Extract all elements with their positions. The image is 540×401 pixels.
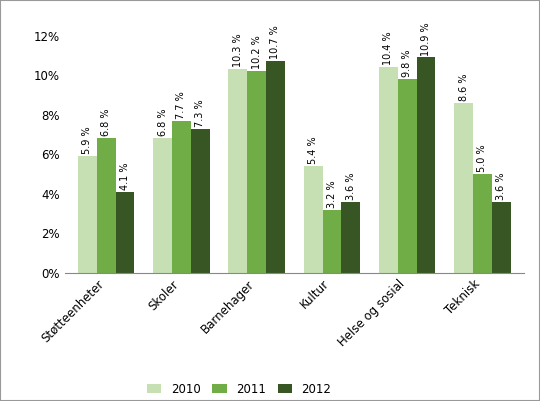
Bar — [116, 192, 134, 273]
Bar — [191, 129, 210, 273]
Bar — [266, 61, 285, 273]
Text: 10.9 %: 10.9 % — [421, 22, 431, 55]
Bar — [228, 69, 247, 273]
Text: 5.9 %: 5.9 % — [83, 127, 92, 154]
Bar — [322, 209, 341, 273]
Bar — [416, 57, 435, 273]
Text: 6.8 %: 6.8 % — [101, 109, 111, 136]
Text: 4.1 %: 4.1 % — [120, 162, 130, 190]
Text: 5.4 %: 5.4 % — [308, 136, 318, 164]
Bar — [247, 71, 266, 273]
Bar — [379, 67, 398, 273]
Text: 3.2 %: 3.2 % — [327, 180, 337, 208]
Bar — [398, 79, 416, 273]
Text: 7.7 %: 7.7 % — [177, 91, 186, 119]
Text: 6.8 %: 6.8 % — [158, 109, 167, 136]
Bar — [341, 202, 360, 273]
Text: 10.4 %: 10.4 % — [383, 32, 393, 65]
Text: 9.8 %: 9.8 % — [402, 50, 412, 77]
Bar — [172, 121, 191, 273]
Bar — [454, 103, 473, 273]
Bar — [78, 156, 97, 273]
Bar — [473, 174, 492, 273]
Text: 8.6 %: 8.6 % — [458, 73, 469, 101]
Text: 10.7 %: 10.7 % — [271, 26, 280, 59]
Bar — [303, 166, 322, 273]
Legend: 2010, 2011, 2012: 2010, 2011, 2012 — [143, 378, 336, 400]
Bar — [492, 202, 511, 273]
Text: 3.6 %: 3.6 % — [496, 172, 506, 200]
Text: 5.0 %: 5.0 % — [477, 144, 488, 172]
Text: 10.2 %: 10.2 % — [252, 36, 262, 69]
Text: 10.3 %: 10.3 % — [233, 34, 243, 67]
Bar — [97, 138, 116, 273]
Text: 3.6 %: 3.6 % — [346, 172, 356, 200]
Text: 7.3 %: 7.3 % — [195, 99, 205, 127]
Bar — [153, 138, 172, 273]
